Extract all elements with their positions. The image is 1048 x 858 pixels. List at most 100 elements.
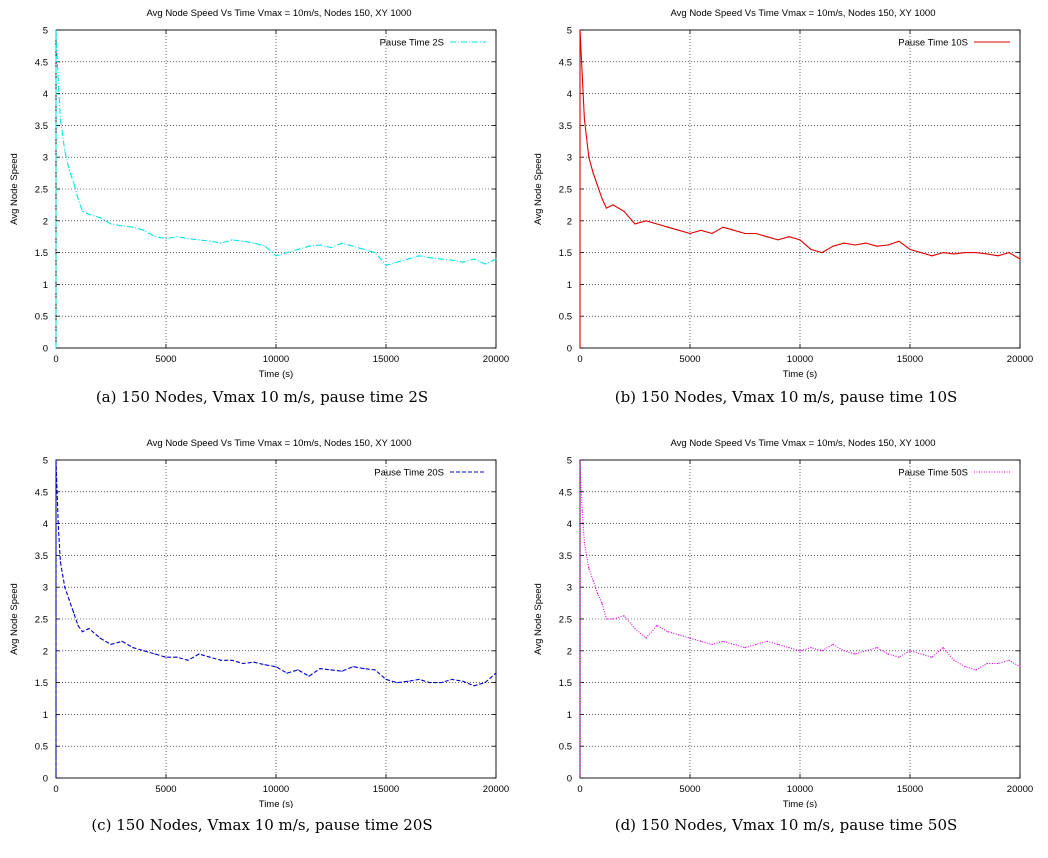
data-point — [964, 666, 966, 668]
x-tick-label: 0 — [53, 354, 58, 365]
data-point — [689, 232, 691, 235]
data-point — [407, 258, 409, 260]
data-point — [165, 656, 167, 658]
data-point — [1008, 252, 1010, 254]
data-point — [722, 640, 724, 642]
data-point — [429, 257, 431, 259]
y-tick-label: 3.5 — [35, 121, 48, 132]
y-tick-label: 4 — [43, 89, 48, 100]
caption-d: (d) 150 Nodes, Vmax 10 m/s, pause time 5… — [614, 816, 958, 834]
data-point — [59, 561, 62, 563]
x-tick-label: 20000 — [483, 784, 509, 795]
x-tick-label: 15000 — [373, 784, 399, 795]
data-point — [440, 682, 442, 684]
data-point — [766, 640, 768, 642]
data-point — [297, 669, 299, 671]
data-point — [579, 29, 581, 31]
data-point — [986, 662, 988, 665]
data-point — [799, 239, 801, 241]
data-point — [143, 229, 145, 231]
data-point — [766, 236, 768, 238]
data-point — [319, 668, 321, 670]
x-tick-label: 5000 — [155, 784, 176, 795]
data-point — [744, 647, 746, 649]
data-point — [275, 666, 277, 668]
x-tick-label: 15000 — [897, 354, 923, 365]
data-point — [176, 656, 178, 658]
data-point — [374, 252, 376, 254]
data-point — [286, 252, 288, 254]
x-axis-label: Time (s) — [783, 369, 817, 380]
data-point — [953, 659, 955, 661]
y-axis-label: Avg Node Speed — [533, 153, 544, 225]
legend-label: Pause Time 2S — [380, 38, 444, 49]
y-tick-label: 1.5 — [559, 248, 572, 259]
data-point — [592, 172, 594, 174]
data-point — [187, 659, 189, 661]
y-tick-label: 4.5 — [35, 487, 48, 498]
data-point — [1008, 659, 1010, 661]
data-point — [57, 523, 59, 525]
x-axis-label: Time (s) — [259, 799, 293, 808]
data-point — [678, 229, 680, 231]
data-point — [275, 255, 277, 257]
y-tick-label: 4 — [567, 89, 572, 100]
x-tick-label: 20000 — [1007, 784, 1033, 795]
data-point — [579, 459, 581, 461]
data-point — [623, 210, 625, 212]
data-point — [667, 226, 669, 228]
data-point — [832, 643, 834, 645]
y-tick-label: 5 — [43, 26, 48, 37]
data-point — [330, 246, 332, 249]
data-point — [597, 593, 599, 595]
data-point — [55, 29, 57, 31]
data-point — [700, 640, 702, 642]
data-point — [473, 685, 475, 687]
data-point — [110, 643, 112, 645]
data-point — [788, 647, 790, 649]
data-point — [231, 239, 233, 241]
y-tick-label: 1.5 — [559, 678, 572, 689]
data-point — [363, 668, 365, 670]
y-tick-label: 2.5 — [559, 185, 572, 196]
chart-title: Avg Node Speed Vs Time Vmax = 10m/s, Nod… — [670, 8, 935, 19]
data-point — [286, 672, 288, 674]
x-tick-label: 10000 — [263, 784, 289, 795]
data-point — [876, 245, 878, 247]
data-point — [77, 624, 79, 626]
y-tick-label: 0 — [43, 774, 48, 785]
data-point — [1019, 258, 1021, 260]
data-point — [319, 244, 321, 246]
data-point — [583, 118, 585, 120]
data-point — [777, 239, 779, 241]
y-tick-label: 3 — [567, 153, 572, 164]
y-tick-label: 1 — [43, 710, 48, 721]
data-point — [308, 675, 310, 677]
data-point — [810, 647, 812, 649]
data-point — [605, 207, 607, 209]
chart-title: Avg Node Speed Vs Time Vmax = 10m/s, Nod… — [146, 8, 411, 19]
y-tick-label: 2 — [567, 216, 572, 227]
data-point — [68, 169, 70, 171]
x-tick-label: 15000 — [897, 784, 923, 795]
data-point — [634, 223, 636, 225]
data-point — [242, 240, 244, 242]
data-point — [898, 656, 900, 658]
x-tick-label: 5000 — [679, 784, 700, 795]
data-point — [374, 669, 376, 671]
data-point — [909, 248, 911, 250]
data-point — [308, 245, 310, 247]
data-point — [341, 242, 343, 244]
data-point — [865, 650, 867, 652]
data-point — [55, 459, 57, 461]
y-tick-label: 2 — [43, 646, 48, 657]
data-point — [843, 242, 845, 244]
data-point — [81, 631, 83, 633]
x-tick-label: 10000 — [787, 784, 813, 795]
chart-a: Avg Node Speed Vs Time Vmax = 10m/s, Nod… — [9, 8, 509, 380]
data-point — [887, 244, 889, 246]
data-point — [132, 647, 134, 649]
data-point — [418, 678, 420, 680]
data-point — [440, 258, 442, 260]
data-point — [931, 255, 933, 257]
